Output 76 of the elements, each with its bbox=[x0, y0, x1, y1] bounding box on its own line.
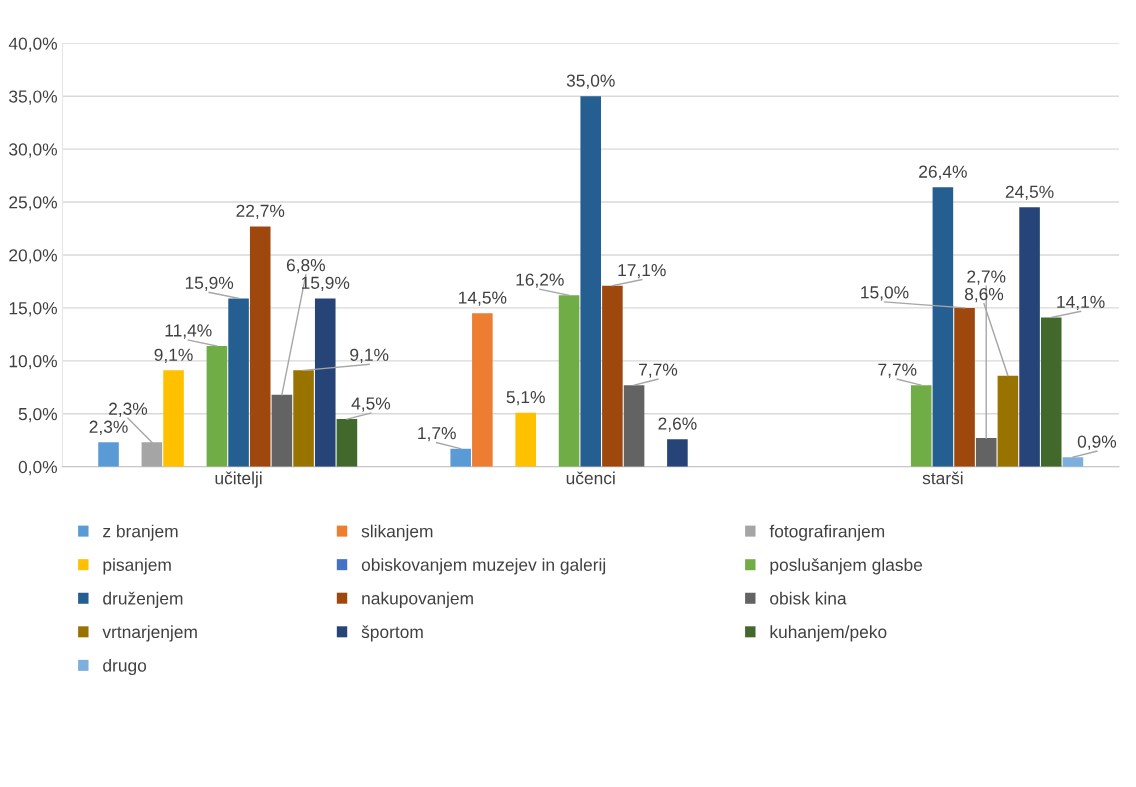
data-label: 11,4% bbox=[165, 324, 212, 339]
data-label: 35,0% bbox=[566, 74, 615, 89]
y-tick-label: 40,0% bbox=[8, 37, 57, 52]
data-label: 2,3% bbox=[89, 420, 128, 435]
bar bbox=[667, 439, 688, 467]
bar bbox=[975, 438, 997, 467]
y-tick-label: 35,0% bbox=[9, 90, 57, 105]
data-label: 0,9% bbox=[1077, 435, 1117, 450]
data-label: 9,1% bbox=[350, 348, 389, 363]
data-label: 24,5% bbox=[1005, 185, 1054, 200]
bar bbox=[163, 370, 184, 467]
data-label: 15,0% bbox=[861, 286, 909, 301]
bar bbox=[206, 346, 228, 467]
data-label: 14,5% bbox=[459, 291, 507, 306]
x-tick-label: učenci bbox=[566, 471, 615, 485]
data-label: 7,7% bbox=[878, 363, 917, 378]
legend-label: pisanjem bbox=[103, 558, 171, 575]
y-tick-label: 5,0% bbox=[18, 407, 57, 423]
bar bbox=[910, 385, 932, 467]
bar bbox=[293, 370, 314, 467]
legend-label: obiskovanjem muzejev in galerij bbox=[361, 558, 606, 575]
data-label: 2,3% bbox=[109, 402, 148, 417]
bar bbox=[1040, 317, 1062, 467]
y-tick-label: 15,0% bbox=[9, 302, 57, 317]
bar bbox=[954, 307, 975, 467]
y-tick-label: 0,0% bbox=[18, 460, 57, 476]
bar bbox=[623, 385, 645, 467]
data-label: 8,6% bbox=[964, 287, 1004, 303]
data-label: 14,1% bbox=[1057, 295, 1105, 311]
bar bbox=[932, 187, 954, 467]
legend-label: kuhanjem/peko bbox=[770, 625, 887, 642]
bar bbox=[1019, 207, 1040, 467]
data-label: 26,4% bbox=[919, 165, 967, 180]
data-label: 15,9% bbox=[301, 276, 350, 292]
y-tick-label: 25,0% bbox=[9, 196, 57, 211]
data-label: 15,9% bbox=[185, 276, 234, 292]
bar bbox=[997, 375, 1019, 467]
data-label: 17,1% bbox=[618, 264, 666, 279]
data-label: 4,5% bbox=[351, 397, 391, 412]
bar bbox=[1062, 457, 1084, 467]
legend-label: drugo bbox=[103, 658, 147, 676]
bar bbox=[314, 298, 336, 467]
bar bbox=[228, 298, 249, 467]
y-tick-label: 10,0% bbox=[9, 355, 57, 370]
data-label: 9,1% bbox=[154, 348, 193, 363]
legend-label: fotografiranjem bbox=[769, 524, 885, 541]
data-label: 5,1% bbox=[506, 391, 545, 406]
bar bbox=[249, 226, 271, 467]
legend-label: poslušanjem glasbe bbox=[770, 558, 923, 575]
data-label: 2,7% bbox=[967, 270, 1006, 285]
legend-label: obisk kina bbox=[770, 591, 847, 605]
data-label: 1,7% bbox=[418, 427, 456, 442]
x-tick-label: starši bbox=[922, 471, 963, 485]
data-label: 2,6% bbox=[658, 417, 697, 432]
bar bbox=[271, 394, 293, 467]
x-tick-label: učitelji bbox=[215, 471, 262, 488]
bar bbox=[602, 285, 623, 467]
data-label: 7,7% bbox=[639, 363, 678, 378]
legend-label: športom bbox=[361, 625, 423, 642]
bar bbox=[336, 419, 358, 467]
y-tick-label: 30,0% bbox=[9, 143, 57, 158]
data-label: 22,7% bbox=[236, 204, 285, 220]
legend-label: nakupovanjem bbox=[362, 591, 473, 608]
bar bbox=[558, 295, 580, 467]
legend-label: z branjem bbox=[103, 524, 178, 541]
legend-label: vrtnarjenjem bbox=[102, 625, 197, 642]
bar bbox=[98, 442, 119, 467]
bar bbox=[450, 448, 471, 467]
y-tick-label: 20,0% bbox=[9, 249, 57, 264]
bar bbox=[472, 313, 493, 467]
legend-label: druženjem bbox=[103, 591, 183, 608]
bar bbox=[580, 96, 602, 467]
data-label: 6,8% bbox=[286, 258, 325, 274]
data-label: 16,2% bbox=[516, 273, 564, 288]
bar bbox=[515, 412, 536, 467]
legend-label: slikanjem bbox=[361, 524, 433, 541]
